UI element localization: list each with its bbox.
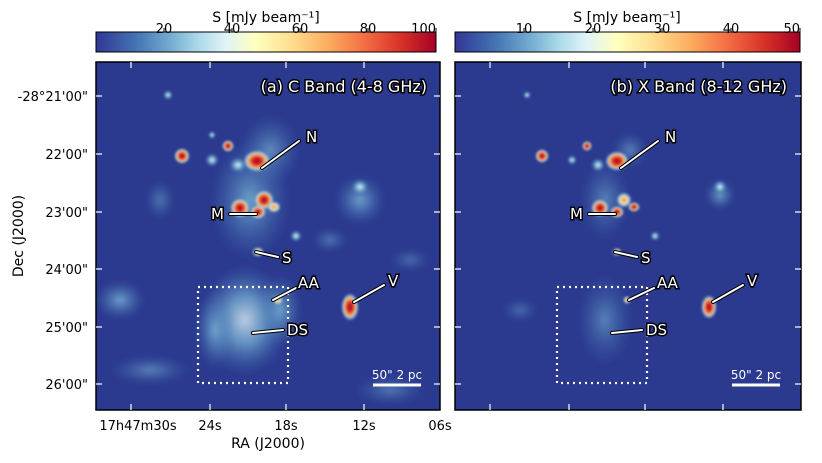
- panel-b-label-aa: AA: [657, 274, 679, 292]
- panel-b-scalebar: 50" 2 pc: [731, 368, 781, 387]
- panel-a-label-s: S: [282, 249, 292, 267]
- colorbar-tick-label: 10: [516, 22, 533, 37]
- y-tick-label: -28°21'00": [18, 90, 88, 105]
- panel-b: N M S AA V DS (b) X Band (8-12 GHz) 50" …: [454, 61, 802, 411]
- colorbar-tick-label: 20: [156, 22, 173, 37]
- panel-a-scalebar-label: 50" 2 pc: [372, 368, 422, 382]
- panel-a: N M S AA V DS (a) C Band (4-8 GHz) 50" 2…: [95, 61, 441, 411]
- y-tick-label: 25'00": [45, 321, 88, 336]
- panel-b-ds-box: [555, 285, 649, 385]
- colorbar-tick-label: 50: [783, 22, 800, 37]
- x-tick-label: 24s: [198, 419, 222, 434]
- panel-a-scalebar: 50" 2 pc: [372, 368, 422, 387]
- panel-b-label-v: V: [747, 272, 758, 290]
- y-tick-label: 26'00": [45, 378, 88, 393]
- y-axis-label: Dec (J2000): [11, 195, 27, 277]
- colorbar-tick-label: 40: [224, 22, 241, 37]
- x-tick-label: 18s: [274, 419, 298, 434]
- colorbar-tick-label: 30: [654, 22, 671, 37]
- colorbar-a-label: S [mJy beam⁻¹]: [212, 10, 319, 26]
- panel-b-label-s: S: [641, 249, 651, 267]
- panel-b-title: (b) X Band (8-12 GHz): [610, 77, 787, 96]
- x-tick-label: 17h47m30s: [99, 419, 177, 434]
- colorbar-tick-label: 40: [723, 22, 740, 37]
- panel-a-label-v: V: [388, 272, 399, 290]
- x-tick-label: 12s: [352, 419, 376, 434]
- panel-b-emission: [502, 91, 735, 365]
- x-tick-labels: 17h47m30s 24s 18s 12s 06s: [99, 419, 452, 434]
- colorbar-b: S [mJy beam⁻¹] 10 20 30 40 50: [454, 10, 801, 53]
- colorbar-a-gradient: [95, 31, 437, 53]
- colorbar-tick-label: 100: [411, 22, 436, 37]
- x-axis-label: RA (J2000): [231, 436, 305, 452]
- panel-a-title: (a) C Band (4-8 GHz): [261, 77, 427, 96]
- panel-b-label-ds: DS: [646, 321, 667, 339]
- panel-a-emission: [95, 90, 430, 405]
- x-tick-label: 06s: [428, 419, 452, 434]
- colorbar-tick-label: 60: [292, 22, 309, 37]
- colorbar-b-label: S [mJy beam⁻¹]: [573, 10, 680, 26]
- colorbar-b-gradient: [454, 31, 801, 53]
- y-tick-label: 23'00": [45, 206, 88, 221]
- colorbar-tick-label: 20: [585, 22, 602, 37]
- y-tick-labels: -28°21'00" 22'00" 23'00" 24'00" 25'00" 26'00": [18, 90, 88, 393]
- panel-b-label-n: N: [665, 128, 676, 146]
- panel-a-label-aa: AA: [298, 274, 320, 292]
- colorbar-a: S [mJy beam⁻¹] 20 40 60 80 100: [95, 10, 437, 53]
- panel-b-label-m: M: [570, 205, 583, 223]
- y-tick-label: 24'00": [45, 263, 88, 278]
- panel-a-label-n: N: [306, 128, 317, 146]
- panel-a-label-m: M: [211, 205, 224, 223]
- y-tick-label: 22'00": [45, 148, 88, 163]
- panel-a-label-ds: DS: [287, 321, 308, 339]
- colorbar-tick-label: 80: [360, 22, 377, 37]
- panel-b-scalebar-label: 50" 2 pc: [731, 368, 781, 382]
- panel-a-ds-box: [196, 285, 290, 385]
